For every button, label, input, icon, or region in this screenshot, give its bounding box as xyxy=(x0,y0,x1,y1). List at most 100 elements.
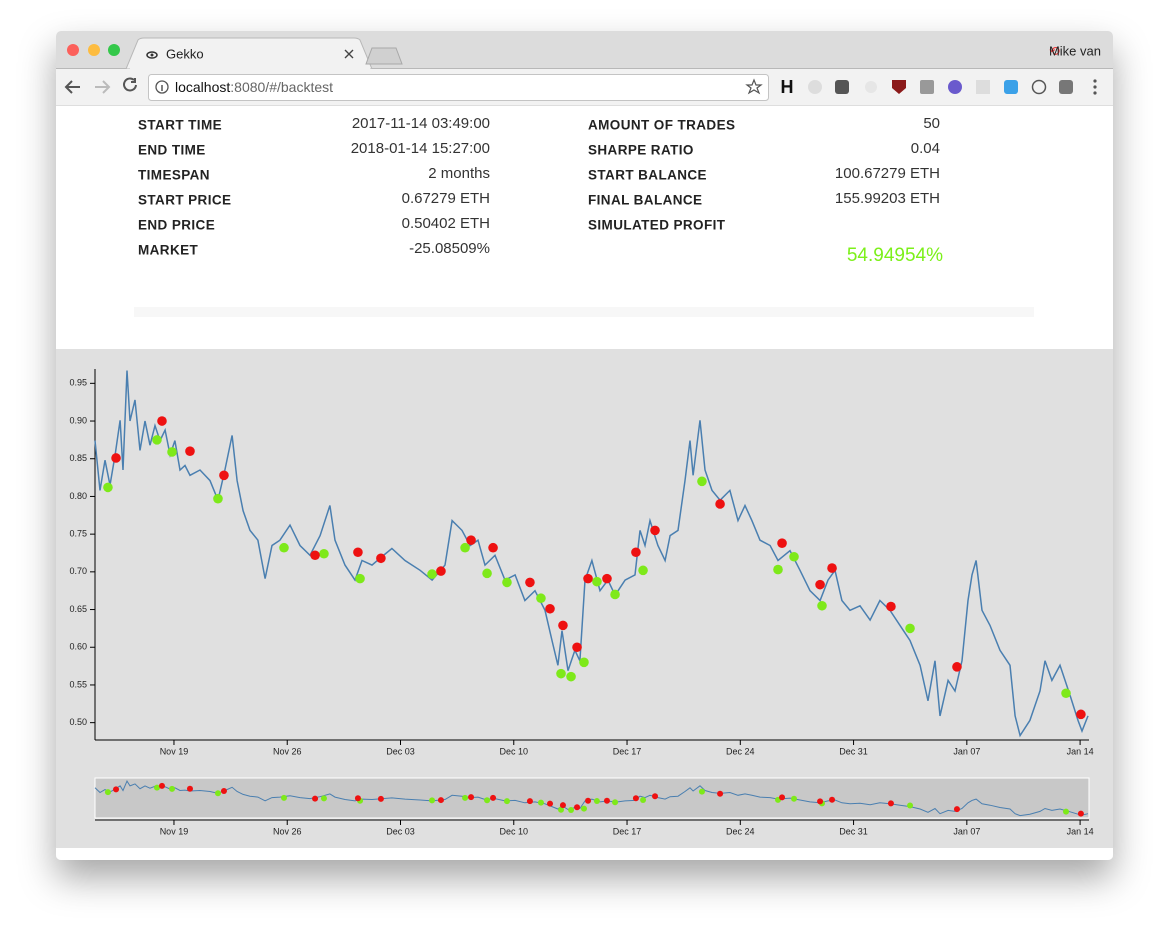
tab-icon xyxy=(146,51,158,59)
extension[interactable] xyxy=(920,80,934,94)
forward-button[interactable] xyxy=(95,80,111,94)
y-tick-label: 0.75 xyxy=(69,529,87,539)
y-tick-label: 0.90 xyxy=(69,415,87,425)
main-trade-marker xyxy=(815,579,825,590)
extension[interactable] xyxy=(865,81,877,93)
bookmark-star[interactable] xyxy=(745,78,763,95)
extension[interactable] xyxy=(948,80,962,94)
main-x-tick-label: Dec 17 xyxy=(613,746,642,756)
main-trade-marker xyxy=(592,576,602,587)
main-trade-marker xyxy=(579,657,589,668)
nav-x-tick-label: Nov 19 xyxy=(160,826,189,836)
main-trade-marker xyxy=(827,563,837,573)
extension[interactable] xyxy=(1059,80,1073,94)
nav-trade-marker xyxy=(490,794,497,801)
nav-trade-marker xyxy=(437,797,444,804)
main-trade-marker xyxy=(583,573,593,584)
reload-button[interactable] xyxy=(123,77,137,92)
stat-value: 2017-11-14 03:49:00 xyxy=(352,115,490,132)
divider xyxy=(134,307,1034,317)
nav-trade-marker xyxy=(585,797,592,804)
nav-trade-marker xyxy=(220,788,227,795)
nav-trade-marker xyxy=(468,794,475,801)
nav-trade-marker xyxy=(568,807,575,814)
main-trade-marker xyxy=(650,525,660,536)
stat-label: AMOUNT OF TRADES xyxy=(588,118,735,133)
nav-trade-marker xyxy=(574,804,581,811)
main-trade-marker xyxy=(167,447,177,457)
stat-value: 2018-01-14 15:27:00 xyxy=(351,140,490,157)
extension[interactable] xyxy=(892,80,906,94)
close-button[interactable] xyxy=(67,44,79,56)
nav-trade-marker xyxy=(829,796,836,803)
tab[interactable] xyxy=(125,37,373,70)
nav-trade-marker xyxy=(698,788,705,795)
main-x-tick-label: Dec 10 xyxy=(499,746,528,756)
stat-value: 2 months xyxy=(428,165,490,182)
stat-value: 100.67279 ETH xyxy=(835,165,940,182)
main-trade-marker xyxy=(602,573,612,584)
profile-name[interactable]: Mike van xyxy=(1049,43,1101,58)
stat-label: SIMULATED PROFIT xyxy=(588,218,726,233)
y-tick-label: 0.55 xyxy=(69,679,87,689)
main-trade-marker xyxy=(152,435,162,445)
tab-title: Gekko xyxy=(166,46,204,61)
extension[interactable] xyxy=(835,80,849,94)
nav-trade-marker xyxy=(632,795,639,802)
main-x-tick-label: Dec 24 xyxy=(726,746,755,756)
nav-trade-marker xyxy=(593,798,600,805)
y-tick-label: 0.80 xyxy=(69,491,87,501)
extension[interactable] xyxy=(1031,79,1047,95)
stat-value: 0.04 xyxy=(911,140,940,157)
main-trade-marker xyxy=(482,568,492,579)
y-tick-label: 0.85 xyxy=(69,453,87,463)
main-trade-marker xyxy=(777,538,787,548)
new-tab[interactable] xyxy=(365,47,403,65)
nav-x-tick-label: Dec 31 xyxy=(839,826,868,836)
main-trade-marker xyxy=(952,662,962,672)
main-x-tick-label: Nov 19 xyxy=(160,746,189,756)
main-trade-marker xyxy=(905,623,915,634)
extension-h[interactable]: H xyxy=(781,77,794,97)
tab-icon xyxy=(150,53,154,57)
nav-trade-marker xyxy=(312,795,319,802)
nav-trade-marker xyxy=(429,797,436,804)
nav-trade-marker xyxy=(462,794,469,801)
extension[interactable] xyxy=(808,80,822,94)
main-trade-marker xyxy=(886,601,896,612)
nav-trade-marker xyxy=(817,798,824,805)
stat-value: 50 xyxy=(923,115,940,132)
nav-trade-marker xyxy=(612,799,619,806)
main-trade-marker xyxy=(436,566,446,576)
url-host: localhost xyxy=(175,79,230,95)
reload-arrow xyxy=(131,78,136,83)
extension[interactable] xyxy=(1004,80,1018,94)
back-button[interactable] xyxy=(64,80,80,94)
stat-label: START BALANCE xyxy=(588,168,707,183)
stat-label: END TIME xyxy=(138,143,206,158)
address-bar[interactable] xyxy=(148,74,769,101)
simulated-profit: 54.94954% xyxy=(847,245,943,266)
stat-label: MARKET xyxy=(138,243,198,258)
y-tick-label: 0.70 xyxy=(69,566,87,576)
main-trade-marker xyxy=(355,573,365,584)
brush-selection[interactable] xyxy=(94,777,1090,819)
stat-label: SHARPE RATIO xyxy=(588,143,694,158)
tab-close[interactable] xyxy=(344,49,354,59)
main-trade-marker xyxy=(353,547,363,558)
nav-trade-marker xyxy=(280,794,287,801)
main-trade-marker xyxy=(488,542,498,553)
zoom-button[interactable] xyxy=(108,44,120,56)
extension[interactable] xyxy=(976,80,990,94)
main-trade-marker xyxy=(558,620,568,631)
url-path: :8080/#/backtest xyxy=(230,79,333,95)
main-trade-marker xyxy=(111,453,121,463)
nav-trade-marker xyxy=(503,798,510,805)
nav-trade-marker xyxy=(640,796,647,803)
minimize-button[interactable] xyxy=(88,44,100,56)
nav-trade-marker xyxy=(320,795,327,802)
stat-label: END PRICE xyxy=(138,218,215,233)
menu-button[interactable] xyxy=(1093,79,1097,95)
